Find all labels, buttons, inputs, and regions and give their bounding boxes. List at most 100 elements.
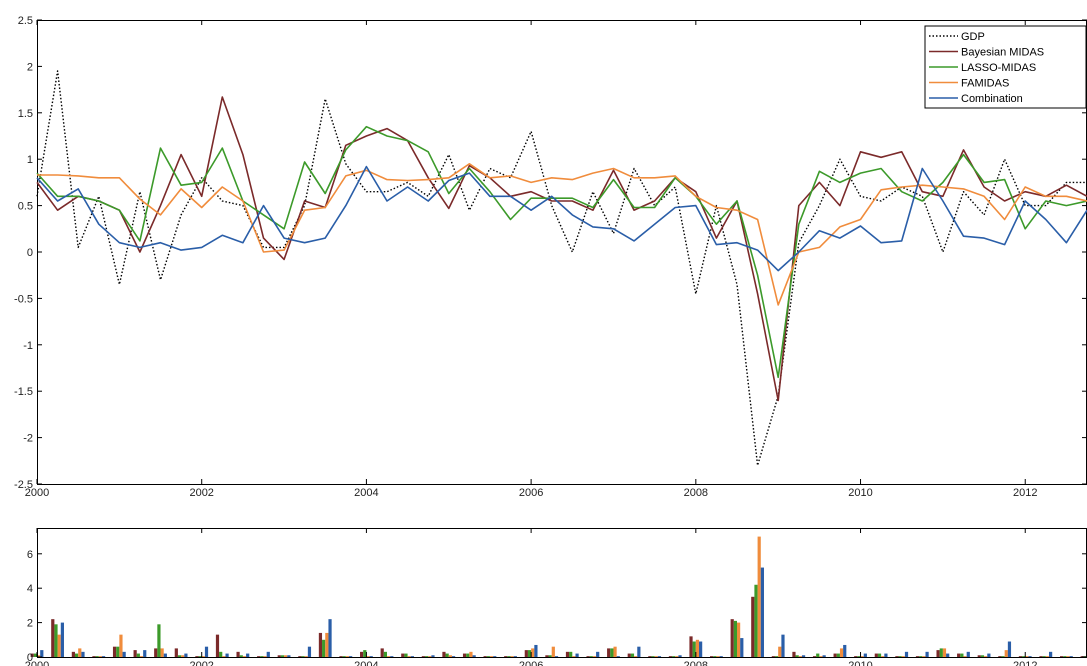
bar-bayesian-midas [133,650,137,657]
bar-combination [101,656,106,657]
bar-famidas [263,656,267,657]
bar-lasso-midas [74,653,79,657]
bar-lasso-midas [54,624,58,657]
bar-lasso-midas [466,653,470,657]
bar-combination [1069,656,1073,657]
bar-bayesian-midas [30,653,34,657]
bar-x-tick-label: 2002 [189,660,213,666]
bar-famidas [345,656,350,657]
bar-famidas [284,655,288,657]
bar-combination [81,651,85,657]
bar-lasso-midas [857,656,861,657]
bar-famidas [139,656,144,657]
bar-lasso-midas [260,656,264,657]
bar-combination [349,656,353,657]
main-y-tick-label: -2 [23,433,33,445]
bar-famidas [551,646,555,657]
bar-combination [946,653,950,657]
bar-x-axis: 2000 2002 2004 2006 2008 2010 2012 [25,528,1037,666]
bar-famidas [201,656,205,657]
legend-label: LASSO-MIDAS [961,62,1036,74]
bar-lasso-midas [898,656,902,657]
bar-famidas [469,651,473,657]
bar-lasso-midas [363,650,367,657]
bar-x-tick-label: 2012 [1013,660,1037,666]
bar-famidas [160,648,164,657]
bar-combination [307,646,312,657]
bar-famidas [98,656,102,657]
bar-bayesian-midas [833,653,837,657]
bar-famidas [716,656,720,657]
bar-combination [513,656,517,657]
series-line-gdp [36,70,1087,467]
main-y-tick-label: -1.5 [14,386,33,398]
bar-bayesian-midas [710,656,714,657]
bar-lasso-midas [383,651,387,657]
bar-combination [616,656,620,657]
bar-bayesian-midas [257,656,261,657]
bar-combination [204,646,209,657]
bar-combination [863,653,867,657]
bar-lasso-midas [630,653,635,657]
bar-bayesian-midas [195,656,199,657]
series-line-combination [36,165,1087,272]
bar-combination [40,650,44,657]
main-y-tick-label: 2.5 [18,15,33,27]
main-y-tick-label: -0.5 [14,293,33,305]
bar-famidas [78,648,82,657]
legend-label: GDP [961,31,985,43]
main-y-tick-label: -1 [23,340,33,352]
bar-bayesian-midas [298,656,302,657]
bar-combination [575,653,579,657]
bar-bayesian-midas [895,656,899,657]
bar-lasso-midas [651,656,655,657]
bar-lasso-midas [774,656,779,657]
bar-famidas [37,655,41,657]
main-x-axis: 2000 2002 2004 2006 2008 2010 2012 [25,20,1037,499]
bar-combination [596,651,600,657]
bar-famidas [778,646,782,657]
bar-lasso-midas [713,656,717,657]
bar-bayesian-midas [339,656,343,657]
main-x-tick-label: 2006 [519,487,543,499]
bar-bayesian-midas [668,656,673,657]
bar-bayesian-midas [936,650,940,657]
bar-famidas [757,536,761,657]
bar-marks-group [30,536,1087,657]
bar-lasso-midas [795,655,799,657]
bar-bayesian-midas [957,653,961,657]
main-y-tick-label: 2 [27,61,33,73]
bar-famidas [963,656,967,657]
bar-combination [637,646,641,657]
bar-bayesian-midas [648,656,652,657]
legend-label: Bayesian MIDAS [961,47,1044,59]
bar-lasso-midas [33,653,37,657]
bar-famidas [819,656,823,657]
bar-combination [781,634,785,657]
bar-y-tick-label: 2 [27,618,33,630]
bar-lasso-midas [836,653,840,657]
bar-combination [431,655,435,657]
bar-combination [740,638,744,657]
bar-famidas [613,646,617,657]
bar-bayesian-midas [92,656,96,657]
bar-famidas [572,656,576,657]
bar-x-tick-label: 2000 [25,660,49,666]
bar-bayesian-midas [545,655,549,657]
bar-lasso-midas [280,655,285,657]
bar-bayesian-midas [174,648,178,657]
bar-lasso-midas [939,648,943,657]
bar-lasso-midas [136,653,140,657]
bar-famidas [1066,656,1070,657]
bar-lasso-midas [672,656,676,657]
bar-bayesian-midas [318,632,323,657]
bar-lasso-midas [980,655,985,657]
main-y-tick-label: 0 [27,247,33,259]
bar-famidas [510,656,514,657]
bar-famidas [654,656,658,657]
bar-lasso-midas [1022,656,1026,657]
series-line-famidas [37,163,1087,306]
bar-lasso-midas [527,650,532,657]
main-y-tick-label: 1 [27,154,33,166]
bar-x-tick-label: 2008 [684,660,708,666]
